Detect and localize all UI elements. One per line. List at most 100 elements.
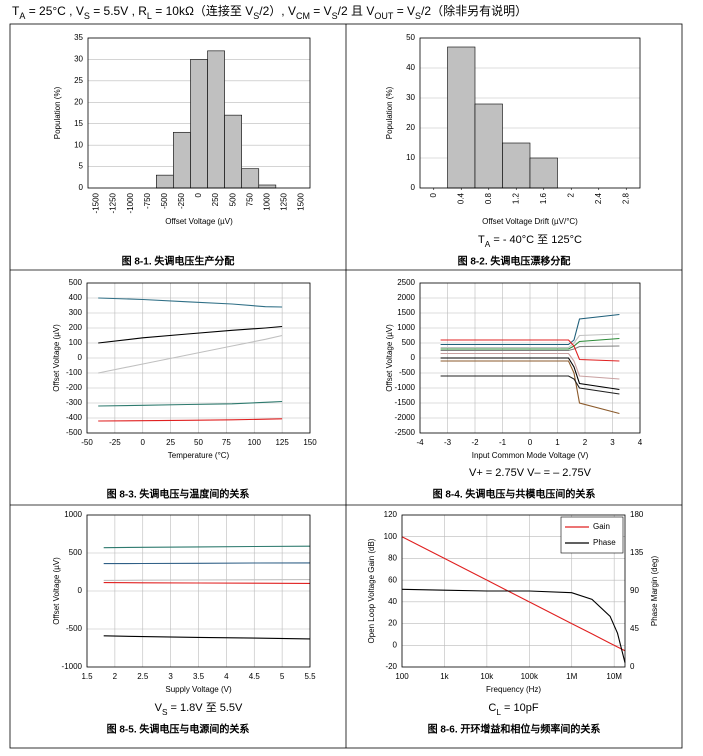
text-part: V: [155, 702, 163, 714]
x-tick-label: 4: [224, 672, 229, 681]
series-line: [103, 582, 311, 584]
y-tick-label: -200: [66, 383, 83, 392]
x-tick-label: 500: [228, 192, 237, 206]
y-tick-label: -300: [66, 398, 83, 407]
x-tick-label: 4.5: [249, 672, 261, 681]
series-line: [401, 588, 626, 663]
x-tick-label: 2: [583, 438, 588, 447]
y-tick-label: 2000: [397, 293, 415, 302]
y-tick-label: 40: [406, 63, 415, 72]
x-tick-label: 1000: [262, 192, 271, 210]
x-tick-label: 0: [141, 438, 146, 447]
y-tick-label: -500: [399, 368, 416, 377]
text-part: = V: [393, 4, 415, 18]
y-tick-label: 50: [406, 33, 415, 42]
series-line: [98, 334, 283, 374]
y2-tick-label: 0: [630, 662, 635, 671]
y2-tick-label: 180: [630, 510, 644, 519]
figure-caption: 图 8-6. 开环增益和相位与频率间的关系: [428, 723, 601, 736]
y-tick-label: 1000: [64, 510, 82, 519]
x-tick-label: 1500: [297, 192, 306, 210]
subscript: S: [162, 708, 168, 717]
x-tick-label: 1M: [566, 672, 577, 681]
y-tick-label: 10: [406, 153, 415, 162]
x-tick-label: 1.6: [539, 192, 548, 204]
series-line: [98, 297, 283, 308]
text-part: = 5.5V , R: [90, 4, 147, 18]
legend-box: [560, 516, 624, 554]
text-part: = 1.8V 至 5.5V: [167, 702, 243, 714]
y2-tick-label: 135: [630, 548, 644, 557]
series-line: [98, 400, 283, 407]
x-axis-title: Supply Voltage (V): [165, 685, 232, 694]
y-tick-label: 0: [411, 183, 416, 192]
subscript: S: [84, 11, 90, 21]
rich-text: VS = 1.8V 至 5.5V: [155, 702, 243, 717]
y-tick-label: -1500: [395, 398, 416, 407]
y-axis-title: Offset Voltage (µV): [52, 324, 61, 392]
x-tick-label: 1k: [440, 672, 449, 681]
y-tick-label: -2000: [395, 413, 416, 422]
x-tick-label: 5.5: [304, 672, 316, 681]
y-tick-label: 500: [69, 278, 83, 287]
y-tick-label: 500: [69, 548, 83, 557]
y-axis-title: Population (%): [385, 86, 394, 139]
x-tick-label: -50: [81, 438, 93, 447]
series-line: [440, 339, 620, 362]
series-line: [440, 345, 620, 352]
rich-text: V+ = 2.75V V– = – 2.75V: [469, 467, 592, 479]
bar: [156, 174, 174, 189]
y-tick-label: -500: [66, 624, 83, 633]
y-tick-label: 30: [74, 55, 83, 64]
x-axis-title: Offset Voltage Drift (µV/°C): [482, 217, 578, 226]
x-tick-label: 0.8: [484, 192, 493, 204]
subscript: OUT: [374, 11, 394, 21]
x-tick-label: 0.4: [456, 192, 465, 204]
bar: [529, 157, 558, 189]
series-line: [440, 357, 620, 391]
plot-frame: [86, 282, 311, 434]
y-tick-label: 400: [69, 293, 83, 302]
y-tick-label: 500: [402, 338, 416, 347]
x-tick-label: 2.8: [621, 192, 630, 204]
x-tick-label: 75: [222, 438, 231, 447]
y-tick-label: -20: [385, 662, 397, 671]
plot-frame: [419, 37, 641, 189]
x-tick-label: -750: [143, 192, 152, 209]
x-tick-label: 2.4: [594, 192, 603, 204]
x-tick-label: 3: [610, 438, 615, 447]
x-tick-label: 2: [566, 192, 575, 197]
rich-text: CL = 10pF: [488, 702, 538, 717]
y-tick-label: 20: [74, 97, 83, 106]
x-tick-label: -2: [471, 438, 479, 447]
y-tick-label: 10: [74, 140, 83, 149]
text-part: = 10kΩ（连接至 V: [152, 3, 253, 18]
bar: [190, 59, 208, 189]
x-tick-label: 10M: [606, 672, 622, 681]
y-tick-label: 80: [388, 554, 397, 563]
rich-text: TA = - 40°C 至 125°C: [478, 234, 582, 249]
series-line: [98, 418, 283, 422]
series-line: [103, 562, 311, 565]
y-tick-label: -400: [66, 413, 83, 422]
x-tick-label: 750: [245, 192, 254, 206]
rich-text: TA = 25°C , VS = 5.5V , RL = 10kΩ（连接至 VS…: [12, 3, 527, 21]
figure-caption: 图 8-2. 失调电压漂移分配: [458, 255, 571, 268]
series-line: [440, 375, 620, 395]
figure-caption: 图 8-4. 失调电压与共模电压间的关系: [433, 488, 596, 501]
y-tick-label: -100: [66, 368, 83, 377]
x-axis-title: Temperature (°C): [168, 451, 230, 460]
figure-caption: 图 8-5. 失调电压与电源间的关系: [107, 723, 250, 736]
y-tick-label: 60: [388, 575, 397, 584]
x-tick-label: 100: [395, 672, 409, 681]
x-tick-label: -500: [160, 192, 169, 209]
x-tick-label: -1: [499, 438, 507, 447]
y-tick-label: 120: [384, 510, 398, 519]
subscript: S: [332, 11, 338, 21]
figure-caption: 图 8-3. 失调电压与温度间的关系: [107, 488, 250, 501]
bar: [173, 131, 191, 189]
bar: [474, 103, 503, 189]
series-line: [98, 325, 283, 344]
y-axis-title: Open Loop Voltage Gain (dB): [367, 538, 376, 643]
legend-label: Phase: [593, 538, 616, 547]
